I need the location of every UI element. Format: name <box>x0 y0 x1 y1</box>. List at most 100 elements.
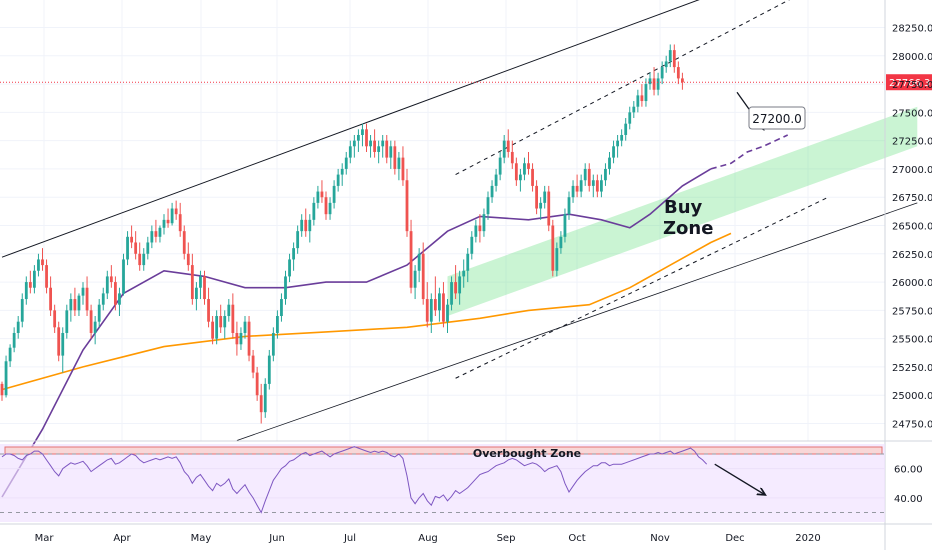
candle-body <box>397 157 401 169</box>
candle-body <box>676 67 680 79</box>
candle <box>672 44 676 73</box>
candle-body <box>223 316 227 328</box>
buy-zone-label-line1: Buy <box>664 197 703 218</box>
time-tick-label: Oct <box>568 533 585 544</box>
candle <box>300 214 304 237</box>
candle <box>340 163 344 186</box>
price-tick-label: 27250.0 <box>892 137 932 148</box>
rsi-axis[interactable]: 40.00 60.00 <box>894 465 923 505</box>
candle-body <box>433 299 437 311</box>
price-tick-label: 26000.0 <box>892 278 932 289</box>
candle <box>676 61 680 85</box>
annotations: Buy Zone 27200.0 <box>663 106 806 239</box>
candle-body <box>162 219 166 228</box>
candle-body <box>608 157 611 169</box>
candle-body <box>595 180 599 192</box>
candle-body <box>373 140 376 152</box>
price-tick-label: 25500.0 <box>892 335 932 346</box>
candle-body <box>41 259 44 266</box>
candle <box>442 282 445 328</box>
candle <box>369 134 372 158</box>
candle <box>53 304 57 333</box>
candle-body <box>389 146 393 158</box>
candle <box>664 55 668 73</box>
candle <box>600 174 603 198</box>
candle <box>4 355 8 398</box>
candle-body <box>393 146 397 169</box>
candle-body <box>421 253 425 300</box>
candle-body <box>587 168 591 186</box>
candle <box>397 151 401 181</box>
candle-body <box>105 276 109 294</box>
candle-body <box>146 242 150 254</box>
candle-body <box>547 191 551 226</box>
candle <box>158 225 162 243</box>
candle-body <box>199 276 202 288</box>
candle-body <box>486 197 490 215</box>
candle-body <box>77 295 81 311</box>
candle-body <box>324 197 328 215</box>
candle <box>207 287 210 328</box>
candle-body <box>166 219 170 224</box>
candle-body <box>458 276 462 294</box>
candle-body <box>348 146 352 158</box>
rsi-pane[interactable]: Overbought Zone 40.00 60.00 <box>0 444 923 522</box>
candle-body <box>61 332 65 356</box>
overbought-zone-label: Overbought Zone <box>473 447 581 460</box>
candle <box>24 276 28 305</box>
candle <box>450 276 453 311</box>
candle-body <box>134 242 138 254</box>
candle <box>575 174 579 198</box>
candle <box>571 180 575 203</box>
candle-body <box>122 259 125 294</box>
candle <box>118 287 121 317</box>
time-axis[interactable]: Mar Apr May Jun Jul Aug Sep Oct Nov Dec 2020 <box>0 523 932 544</box>
candle <box>591 174 595 198</box>
moving-averages <box>1 134 789 498</box>
candle-body <box>648 78 652 85</box>
current-price-line: 27766.3 <box>0 74 932 91</box>
price-tick-label: 28000.0 <box>892 52 932 63</box>
candle <box>604 163 607 186</box>
time-tick-label: Sep <box>497 533 516 544</box>
price-tick-label: 25000.0 <box>892 391 932 402</box>
target-callout[interactable]: 27200.0 <box>748 106 806 130</box>
candle <box>105 270 109 300</box>
buy-zone-label-line2: Zone <box>663 218 713 239</box>
candle <box>280 293 283 322</box>
candle-body <box>478 225 482 232</box>
candle <box>276 310 279 339</box>
ma50-projection <box>710 134 789 170</box>
candle-body <box>571 185 575 198</box>
rsi-series-line <box>1 446 708 514</box>
candle <box>535 180 538 215</box>
candle-body <box>93 321 97 333</box>
candle <box>57 321 61 362</box>
candle <box>519 168 522 192</box>
candle <box>324 191 328 220</box>
candle <box>563 208 567 243</box>
candle-body <box>636 95 640 107</box>
candle <box>462 259 466 288</box>
candle <box>320 180 324 203</box>
candle <box>8 344 12 367</box>
candle <box>539 197 543 220</box>
candle <box>33 265 36 294</box>
candle <box>393 140 397 175</box>
candle-body <box>316 191 320 203</box>
candle <box>385 134 389 164</box>
candle-body <box>405 180 409 232</box>
candle-body <box>267 355 271 384</box>
candle-body <box>616 140 619 147</box>
candle <box>174 200 178 220</box>
candle <box>190 253 194 305</box>
candle <box>579 174 583 198</box>
ma200-line <box>1 232 732 391</box>
candle-body <box>276 316 279 333</box>
candle-body <box>527 163 530 169</box>
candle-body <box>203 276 206 300</box>
channel-upper-line <box>1 0 700 258</box>
candle-body <box>195 287 198 300</box>
candle-body <box>308 219 312 232</box>
